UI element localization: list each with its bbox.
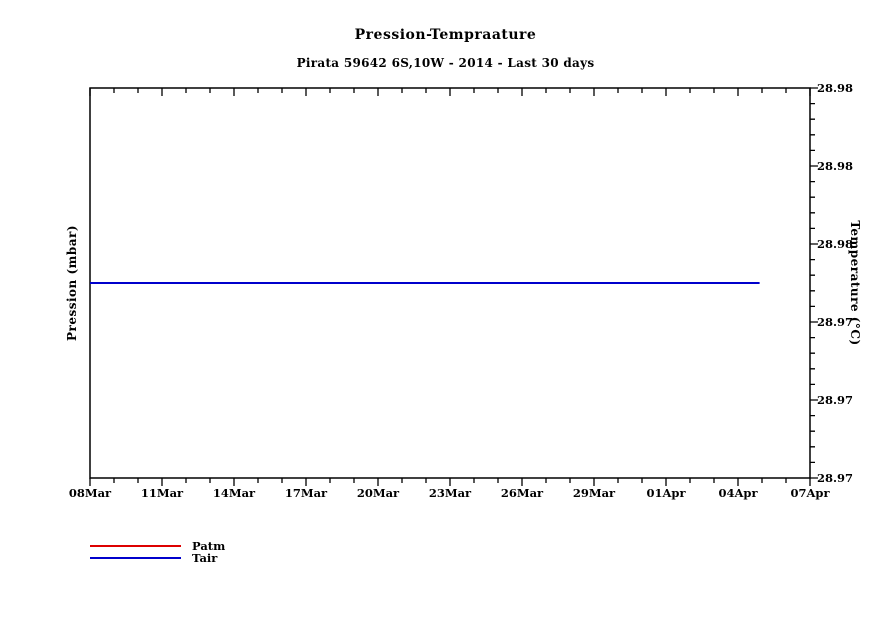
x-axis-ticks <box>89 88 811 486</box>
right-tick-label: 28.97 <box>817 315 854 329</box>
patm-legend-line <box>90 545 181 547</box>
right-tick-label: 28.98 <box>817 237 854 251</box>
x-tick-label: 07Apr <box>790 486 830 500</box>
right-tick-label: 28.97 <box>817 471 854 485</box>
x-tick-label: 29Mar <box>572 486 616 500</box>
x-tick-label: 14Mar <box>212 486 256 500</box>
x-tick-label: 11Mar <box>140 486 184 500</box>
chart-title: Pression-Tempraature <box>354 27 537 43</box>
patm-legend-label: Patm <box>192 539 226 553</box>
x-tick-label: 01Apr <box>646 486 686 500</box>
x-tick-label: 26Mar <box>500 486 544 500</box>
chart-subtitle: Pirata 59642 6S,10W - 2014 - Last 30 day… <box>296 56 595 70</box>
x-tick-label: 04Apr <box>718 486 758 500</box>
x-tick-label: 08Mar <box>68 486 112 500</box>
tair-legend-line <box>90 557 181 559</box>
right-axis-ticks <box>810 87 818 479</box>
x-tick-label: 17Mar <box>284 486 328 500</box>
right-tick-label: 28.97 <box>817 393 854 407</box>
right-tick-label: 28.98 <box>817 81 854 95</box>
right-tick-label: 28.98 <box>817 159 854 173</box>
x-tick-label: 23Mar <box>428 486 472 500</box>
tair-legend-label: Tair <box>192 551 218 565</box>
x-tick-label: 20Mar <box>356 486 400 500</box>
